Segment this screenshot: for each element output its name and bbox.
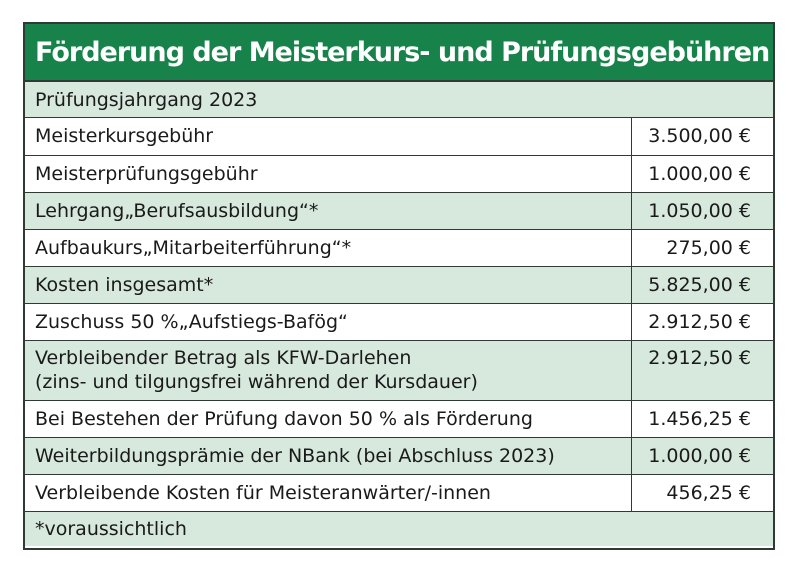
row-label: Aufbaukurs„Mitarbeiterführung“* — [25, 229, 632, 267]
row-label: Lehrgang„Berufsausbildung“* — [25, 192, 632, 230]
row-amount: 1.000,00 € — [631, 155, 773, 193]
row-amount: 1.000,00 € — [631, 437, 773, 475]
table-row: Aufbaukurs„Mitarbeiterführung“* 275,00 € — [25, 229, 773, 267]
row-label: Bei Bestehen der Prüfung davon 50 % als … — [25, 400, 632, 438]
row-amount: 5.825,00 € — [631, 266, 773, 304]
footnote: *voraussichtlich — [35, 517, 187, 540]
row-label: Verbleibende Kosten für Meisteranwärter/… — [25, 474, 632, 512]
row-label-multiline: Verbleibender Betrag als KFW-Darlehen (z… — [25, 340, 632, 401]
table-row: Bei Bestehen der Prüfung davon 50 % als … — [25, 400, 773, 438]
row-amount: 456,25 € — [631, 474, 773, 512]
fee-table: Meisterkursgebühr 3.500,00 € Meisterprüf… — [25, 118, 773, 512]
table-row-total: Kosten insgesamt* 5.825,00 € — [25, 266, 773, 304]
table-row: Verbleibende Kosten für Meisteranwärter/… — [25, 474, 773, 512]
table-row: Lehrgang„Berufsausbildung“* 1.050,00 € — [25, 192, 773, 230]
table-row: Zuschuss 50 %„Aufstiegs-Bafög“ 2.912,50 … — [25, 303, 773, 341]
row-amount: 1.050,00 € — [631, 192, 773, 230]
row-label-note: (zins- und tilgungsfrei während der Kurs… — [35, 370, 478, 393]
row-label: Zuschuss 50 %„Aufstiegs-Bafög“ — [25, 303, 632, 341]
row-label: Meisterkursgebühr — [25, 118, 632, 156]
row-amount: 2.912,50 € — [631, 340, 773, 401]
fee-table-card: Förderung der Meisterkurs- und Prüfungsg… — [23, 22, 775, 550]
row-amount: 275,00 € — [631, 229, 773, 267]
row-label: Weiterbildungsprämie der NBank (bei Absc… — [25, 437, 632, 475]
exam-year-row: Prüfungsjahrgang 2023 — [25, 82, 773, 118]
table-row: Verbleibender Betrag als KFW-Darlehen (z… — [25, 340, 773, 401]
title-bar: Förderung der Meisterkurs- und Prüfungsg… — [25, 24, 773, 82]
table-row: Meisterkursgebühr 3.500,00 € — [25, 118, 773, 156]
row-amount: 2.912,50 € — [631, 303, 773, 341]
row-label: Verbleibender Betrag als KFW-Darlehen — [35, 346, 412, 369]
row-amount: 3.500,00 € — [631, 118, 773, 156]
exam-year-label: Prüfungsjahrgang 2023 — [35, 88, 258, 111]
page-title: Förderung der Meisterkurs- und Prüfungsg… — [35, 36, 770, 68]
footnote-row: *voraussichtlich — [25, 511, 773, 546]
row-amount: 1.456,25 € — [631, 400, 773, 438]
table-row: Weiterbildungsprämie der NBank (bei Absc… — [25, 437, 773, 475]
table-row: Meisterprüfungsgebühr 1.000,00 € — [25, 155, 773, 193]
row-label: Meisterprüfungsgebühr — [25, 155, 632, 193]
row-label: Kosten insgesamt* — [25, 266, 632, 304]
